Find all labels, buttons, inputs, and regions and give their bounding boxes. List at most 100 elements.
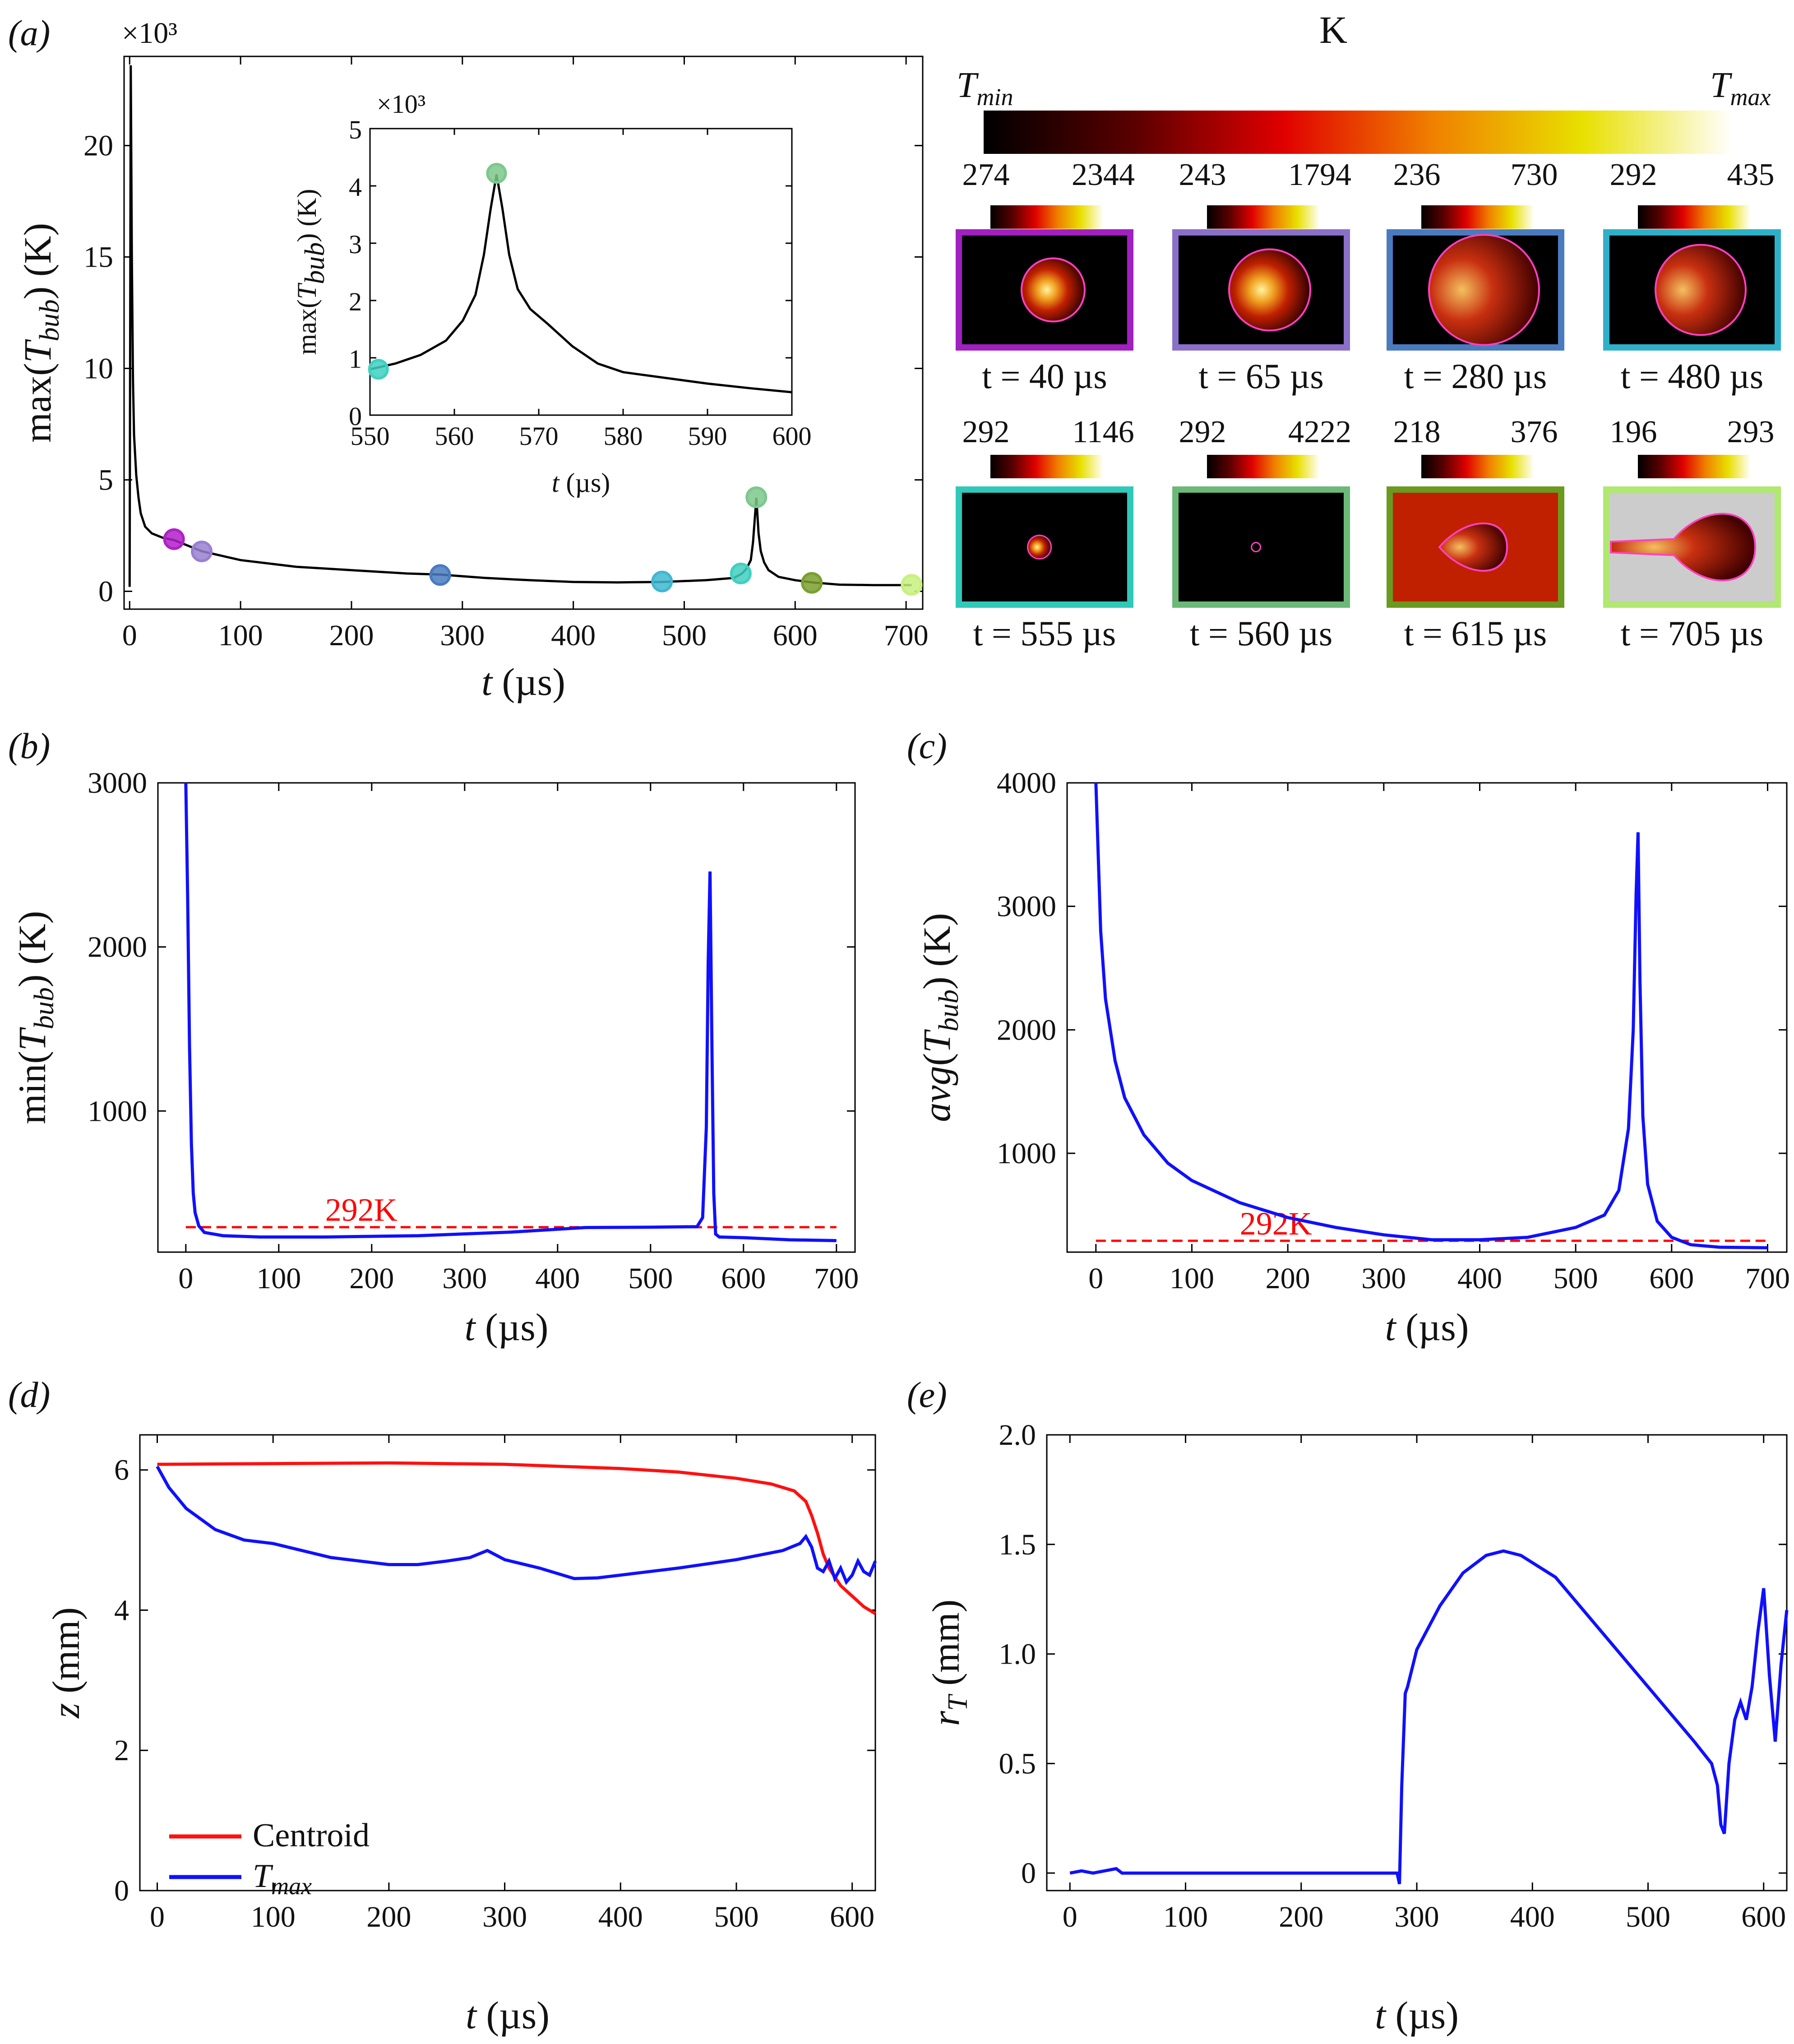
snapshot-tmax-label: 730	[1511, 157, 1558, 192]
bubble-shape	[1228, 248, 1311, 332]
y-tick-label: 2	[349, 287, 362, 316]
y-tick-label: 0	[98, 575, 113, 608]
bubble-shape	[1438, 523, 1508, 572]
x-tick-label: 300	[442, 1262, 487, 1295]
colorbar-group: K Tmin Tmax	[957, 8, 1771, 154]
y-tick-label: 2000	[997, 1013, 1056, 1046]
colorbar	[984, 111, 1733, 154]
y-tick-label: 0	[349, 402, 362, 431]
chart-d-z-position: 0 100 200 300 400 500 600 0 2 4 6 z (mm) t (µs) Centr…	[44, 1434, 877, 2037]
y-tick-label: 3000	[88, 767, 147, 800]
snapshot-colorbar	[1638, 455, 1751, 478]
snapshot-colorbar	[990, 455, 1103, 478]
series-line	[156, 1466, 877, 1586]
snapshot-time-label: t = 40 µs	[982, 356, 1107, 396]
series-line	[128, 65, 912, 587]
data-marker	[745, 486, 768, 509]
snapshot-colorbar	[1421, 455, 1534, 478]
snapshot-time-label: t = 560 µs	[1190, 614, 1332, 653]
y-axis-label: min(Tbub) (K)	[10, 911, 60, 1124]
snapshot-tmin-label: 292	[1179, 415, 1226, 449]
y-tick-label: 0	[114, 1874, 129, 1907]
chart-e-radius-tmax: 0 100 200 300 400 500 600 0 0.5 1.0 1.5 2.0 rT (mm) t…	[924, 1419, 1789, 2037]
snapshot-grid: 274 2344 t = 40 µs 243 1794 t = 65 µs 236 730 t …	[956, 157, 1781, 653]
reference-label: 292K	[1240, 1206, 1312, 1242]
snapshot-colorbar	[1207, 455, 1320, 478]
x-tick-label: 500	[1554, 1262, 1598, 1295]
y-tick-label: 0	[1021, 1857, 1036, 1890]
y-tick-label: 2.0	[999, 1419, 1036, 1452]
inset-x-axis-label: t (µs)	[552, 468, 610, 498]
reference-label: 292K	[325, 1192, 398, 1228]
x-tick-label: 400	[1457, 1262, 1502, 1295]
x-tick-label: 700	[814, 1262, 859, 1295]
y-tick-label: 4	[114, 1594, 129, 1627]
snapshot-tmax-label: 4222	[1288, 415, 1351, 449]
x-tick-label: 590	[688, 421, 727, 451]
x-tick-label: 200	[1266, 1262, 1310, 1295]
snapshot-time-label: t = 615 µs	[1404, 614, 1547, 653]
x-tick-label: 500	[714, 1901, 758, 1933]
x-tick-label: 100	[256, 1262, 301, 1295]
x-tick-label: 700	[884, 619, 929, 652]
y-tick-label: 4	[349, 172, 362, 202]
panel-label-c: (c)	[907, 726, 947, 766]
x-tick-label: 500	[662, 619, 707, 652]
snapshot-time-label: t = 65 µs	[1198, 356, 1323, 396]
data-marker	[730, 562, 752, 584]
snapshot-tmax-label: 293	[1727, 415, 1775, 449]
snapshot-colorbar	[1421, 205, 1534, 229]
x-tick-label: 600	[830, 1901, 874, 1933]
y-tick-label: 5	[98, 464, 113, 497]
snapshot-colorbar	[990, 205, 1103, 229]
x-axis-label: t (µs)	[1385, 1305, 1469, 1349]
snapshot-time-label: t = 280 µs	[1404, 356, 1547, 396]
y-tick-label: 10	[83, 352, 113, 385]
x-tick-label: 0	[122, 619, 137, 652]
x-tick-label: 200	[366, 1901, 411, 1933]
x-tick-label: 560	[435, 421, 474, 451]
chart-a-inset: 550 560 570 580 590 600 0 1 2 3 4 5 ×10³ max(Tbub) (K…	[292, 89, 812, 498]
x-tick-label: 100	[251, 1901, 296, 1933]
snapshot-tmax-label: 1146	[1072, 415, 1134, 449]
x-tick-label: 300	[440, 619, 485, 652]
x-tick-label: 600	[1649, 1262, 1694, 1295]
panel-label-e: (e)	[907, 1375, 947, 1415]
series-line	[1069, 1549, 1789, 1885]
y-tick-label: 1.5	[999, 1528, 1036, 1561]
x-tick-label: 300	[1395, 1901, 1439, 1933]
snapshot-time-label: t = 705 µs	[1621, 614, 1763, 653]
snapshot-tmax-label: 1794	[1288, 157, 1351, 192]
y-tick-label: 5	[349, 115, 362, 144]
colorbar-max-label: Tmax	[1710, 65, 1771, 111]
panel-label-d: (d)	[8, 1375, 50, 1415]
x-tick-label: 100	[1170, 1262, 1214, 1295]
x-tick-label: 600	[773, 619, 818, 652]
snapshot-tmax-label: 435	[1727, 157, 1775, 192]
legend-label-centroid: Centroid	[253, 1817, 370, 1854]
y-tick-label: 15	[83, 241, 113, 274]
x-tick-label: 0	[1088, 1262, 1103, 1295]
plot-frame	[1046, 1434, 1788, 1891]
y-tick-label: 3	[349, 230, 362, 259]
chart-c-avg-temperature: 0 100 200 300 400 500 600 700 1000 2000 3000 4000 29…	[915, 767, 1790, 1349]
x-tick-label: 700	[1745, 1262, 1790, 1295]
y-axis-label: max(Tbub) (K)	[16, 223, 65, 443]
x-tick-label: 300	[1361, 1262, 1406, 1295]
x-tick-label: 300	[482, 1901, 527, 1933]
inset-y-multiplier: ×10³	[377, 89, 425, 119]
data-marker	[901, 574, 923, 596]
snapshot-tmin-label: 292	[1610, 157, 1657, 192]
panel-label-a: (a)	[8, 14, 50, 53]
y-axis-label: rT (mm)	[924, 1600, 973, 1726]
bubble-shape	[1610, 513, 1757, 582]
colorbar-unit-label: K	[1319, 8, 1347, 51]
x-tick-label: 580	[604, 421, 643, 451]
y-tick-label: 1000	[88, 1095, 147, 1128]
inset-background	[370, 129, 792, 415]
y-axis-label: avg(Tbub) (K)	[915, 913, 964, 1122]
panel-label-b: (b)	[8, 726, 50, 766]
x-tick-label: 200	[329, 619, 374, 652]
y-multiplier: ×10³	[122, 17, 177, 50]
